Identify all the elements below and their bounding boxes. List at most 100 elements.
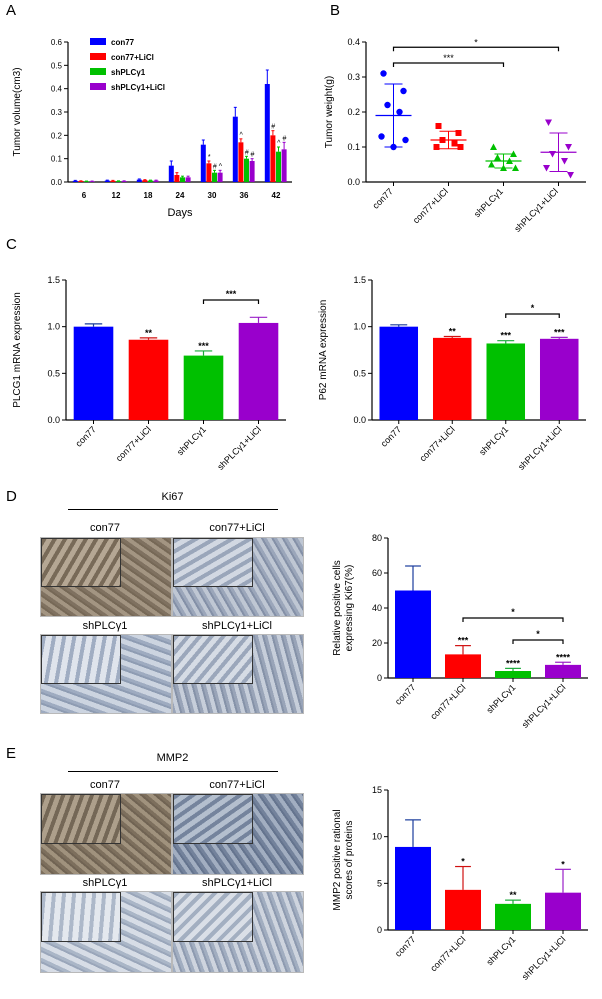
e-ytick-label-0: 0 (377, 925, 382, 935)
d-ytick-label-2: 40 (372, 603, 382, 613)
ihc-e-label-shplc: shPLCγ1 (82, 877, 128, 889)
a-annotation-7: ^ (277, 140, 281, 147)
b-xtick-label-3: shPLCγ1+LiCl (512, 186, 560, 234)
ihc-e-label-shplc-licl: shPLCγ1+LiCl (201, 877, 272, 889)
a-xtick-label-3: 24 (176, 191, 185, 200)
d-y-axis-title: Relative positive cellsexpressing Ki67(%… (332, 560, 355, 656)
c1-bar-con77-licl (128, 339, 169, 420)
a-x-axis-title: Days (167, 207, 193, 219)
e-y-axis-title: MMP2 positive rationalscores of proteins (332, 809, 355, 910)
c1-xtick-label-3: shPLCγ1+LiCl (215, 424, 263, 472)
ki67-positive-chart: 0 20 40 60 80 Relative positive cellsexpressi… (332, 533, 588, 730)
e-xtick-label-2: shPLCγ1 (485, 934, 518, 967)
a-annotation-4: # (245, 149, 249, 156)
ihc-e-label-con77: con77 (90, 779, 120, 791)
ihc-d-label-shplc: shPLCγ1 (82, 620, 128, 632)
d-ytick-label-0: 0 (377, 673, 382, 683)
a-xtick-label-0: 6 (82, 191, 87, 200)
a-ytick-label-1: 0.1 (51, 155, 63, 164)
a-bar-shplcg1-42 (276, 151, 281, 182)
a-bar-con77-licl-12 (110, 180, 116, 182)
a-ytick-label-2: 0.2 (51, 131, 63, 140)
tumor-volume-chart: 0.0 0.1 0.2 0.3 0.4 0.5 0.6 Tumor volume(cm3) Da… (12, 38, 292, 219)
d-bar-shplcg1-licl (545, 664, 581, 678)
a-bar-shplcg1-30 (212, 172, 217, 182)
a-legend-swatch-3 (90, 83, 106, 90)
a-legend-label-3: shPLCγ1+LiCl (111, 83, 165, 92)
b-ytick-label-3: 0.3 (347, 72, 360, 82)
b-y-axis-title: Tumor weight(g) (324, 76, 335, 148)
b-ytick-label-0: 0.0 (347, 177, 360, 187)
e-star-con77-licl: * (461, 857, 465, 867)
c2-star-con77-licl: ** (449, 326, 457, 336)
a-legend-label-2: shPLCγ1 (111, 68, 146, 77)
a-bar-con77-licl-36 (238, 142, 244, 182)
b-point-2-2 (494, 154, 501, 161)
ki67-title: Ki67 (161, 491, 184, 503)
c2-star-shplcg1: *** (500, 331, 511, 341)
b-point-3-4 (543, 165, 550, 172)
b-point-0-3 (396, 108, 403, 116)
a-bar-con77-42 (264, 84, 270, 182)
a-ytick-label-0: 0.0 (51, 178, 63, 187)
b-point-2-0 (490, 143, 497, 150)
e-star-shplcg1: ** (509, 890, 517, 900)
a-bar-shplcg1-licl-18 (153, 180, 159, 182)
plcg1-mrna-chart: 0.0 0.5 1.0 1.5 PLCG1 mRNA expression con77 **… (12, 275, 286, 472)
b-ytick-label-4: 0.4 (347, 37, 360, 47)
d-bar-con77 (395, 590, 431, 678)
a-ytick-label-3: 0.3 (51, 108, 63, 117)
a-annotation-3: ^ (240, 132, 244, 139)
a-bar-con77-12 (104, 180, 110, 182)
b-bracket-label-1: * (474, 37, 478, 47)
b-point-1-5 (457, 144, 464, 150)
a-ytick-label-6: 0.6 (51, 38, 63, 47)
a-ytick-label-5: 0.5 (51, 61, 63, 70)
d-star-shplcg1: **** (506, 658, 521, 668)
a-bar-shplcg1-licl-6 (89, 181, 95, 182)
c2-y-axis-title: P62 mRNA expression (318, 300, 329, 401)
panel-label-c: C (6, 236, 17, 253)
c1-ytick-label-3: 1.5 (47, 275, 60, 285)
d-xtick-label-1: con77+LiCl (428, 682, 467, 721)
c1-ytick-label-0: 0.0 (47, 415, 60, 425)
d-star-shplcg1-licl: **** (556, 652, 571, 662)
c2-bracket-0 (505, 313, 560, 318)
a-bar-con77-licl-30 (206, 163, 212, 182)
b-point-2-1 (510, 150, 517, 157)
c2-xtick-label-2: shPLCγ1 (477, 424, 510, 457)
c1-xtick-label-2: shPLCγ1 (175, 424, 208, 457)
b-xtick-label-0: con77 (370, 186, 394, 210)
a-annotation-2: ^ (219, 163, 223, 170)
e-xtick-label-3: shPLCγ1+LiCl (520, 934, 568, 982)
a-xtick-label-4: 30 (208, 191, 217, 200)
a-legend-label-1: con77+LiCl (111, 53, 154, 62)
e-star-shplcg1-licl: * (561, 859, 565, 869)
d-bar-shplcg1 (495, 671, 531, 678)
c2-bar-shplcg1-licl (539, 338, 579, 420)
a-legend-label-0: con77 (111, 38, 135, 47)
c1-bar-shplcg1 (183, 355, 224, 420)
tumor-weight-chart: 0.0 0.1 0.2 0.3 0.4 Tumor weight(g) con77 con77… (324, 37, 586, 234)
a-xtick-label-5: 36 (240, 191, 249, 200)
panel-label-d: D (6, 488, 17, 505)
mmp2-title: MMP2 (156, 752, 189, 764)
a-bar-con77-licl-6 (78, 181, 84, 182)
e-bar-con77-licl (445, 889, 481, 930)
a-bar-shplcg1-18 (148, 180, 153, 182)
a-annotation-5: # (250, 152, 254, 159)
c1-y-axis-title: PLCG1 mRNA expression (12, 292, 23, 408)
b-point-2-5 (512, 164, 519, 171)
a-bar-con77-licl-18 (142, 180, 148, 182)
panel-label-b: B (330, 2, 341, 19)
b-bracket-1 (392, 46, 560, 52)
c1-bar-shplcg1-licl (238, 322, 279, 420)
a-ytick-label-4: 0.4 (51, 85, 63, 94)
d-bracket-label-1: * (536, 629, 540, 639)
panel-label-e: E (6, 745, 17, 762)
d-ytick-label-4: 80 (372, 533, 382, 543)
a-xtick-label-2: 18 (144, 191, 153, 200)
b-ytick-label-2: 0.2 (347, 107, 360, 117)
c1-ytick-label-2: 1.0 (47, 322, 60, 332)
c2-bracket-label-0: * (531, 303, 535, 313)
